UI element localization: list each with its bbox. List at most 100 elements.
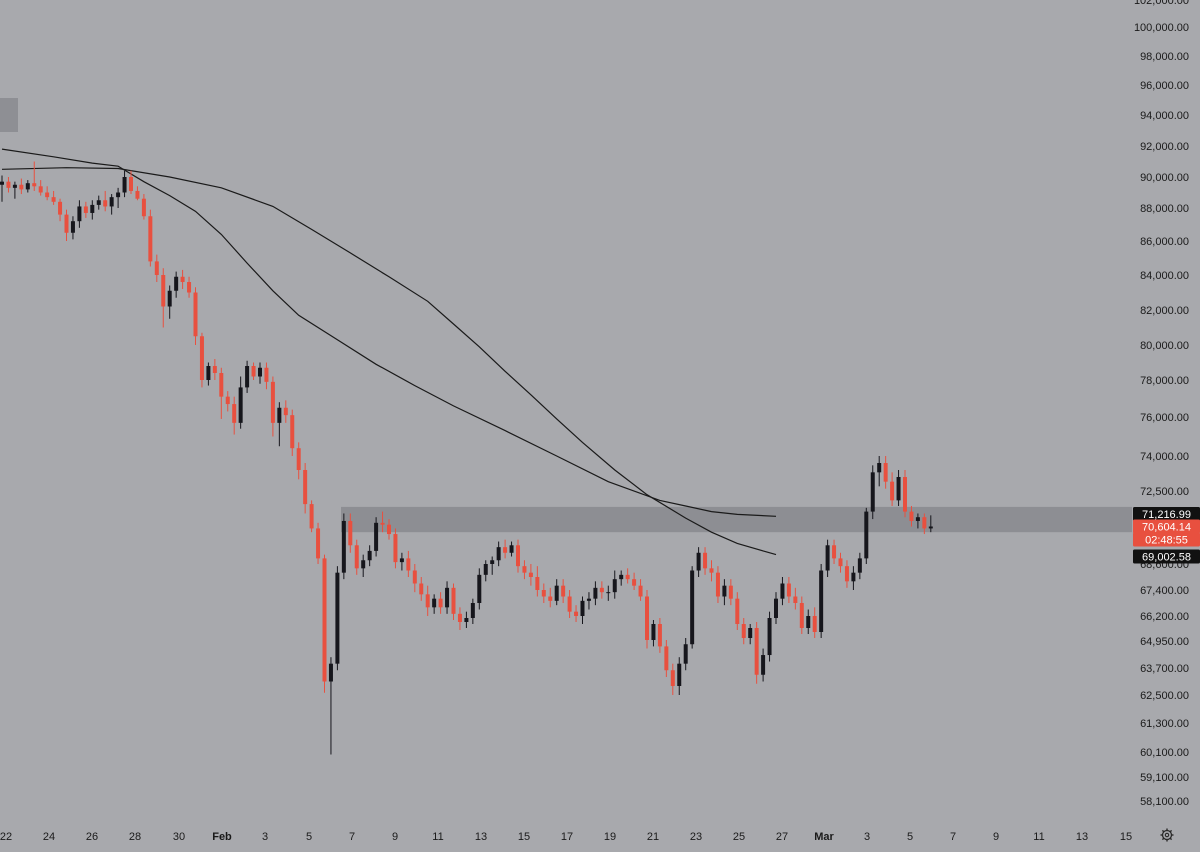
candle[interactable] <box>432 594 437 614</box>
candle[interactable] <box>735 592 740 630</box>
candle[interactable] <box>864 507 869 564</box>
candle[interactable] <box>135 186 140 201</box>
candle[interactable] <box>767 611 772 662</box>
candle[interactable] <box>754 622 759 684</box>
candle[interactable] <box>335 566 340 671</box>
candle[interactable] <box>928 515 933 533</box>
candle[interactable] <box>32 161 37 191</box>
candle[interactable] <box>438 592 443 614</box>
candle[interactable] <box>393 528 398 569</box>
candle[interactable] <box>657 618 662 653</box>
gear-icon[interactable] <box>1160 828 1174 842</box>
candle[interactable] <box>199 332 204 388</box>
candle[interactable] <box>580 596 585 625</box>
candle[interactable] <box>780 577 785 606</box>
candle[interactable] <box>851 566 856 590</box>
candle[interactable] <box>412 564 417 593</box>
candle[interactable] <box>522 560 527 580</box>
candle[interactable] <box>483 560 488 582</box>
candle[interactable] <box>838 552 843 573</box>
candle[interactable] <box>909 505 914 527</box>
candle[interactable] <box>77 200 82 228</box>
candle[interactable] <box>270 376 275 437</box>
candle[interactable] <box>664 640 669 677</box>
candle[interactable] <box>180 269 185 289</box>
candle[interactable] <box>567 590 572 618</box>
candle[interactable] <box>574 605 579 622</box>
candle[interactable] <box>174 271 179 298</box>
candle[interactable] <box>464 611 469 628</box>
candle[interactable] <box>832 539 837 564</box>
candle[interactable] <box>103 190 108 212</box>
candle[interactable] <box>774 592 778 624</box>
candle[interactable] <box>690 566 695 649</box>
candle[interactable] <box>509 541 514 557</box>
candle[interactable] <box>425 585 430 616</box>
candle[interactable] <box>793 587 798 610</box>
candle[interactable] <box>277 402 282 447</box>
candle[interactable] <box>341 513 346 580</box>
candle[interactable] <box>625 568 630 584</box>
candle[interactable] <box>212 359 217 380</box>
candle[interactable] <box>238 376 243 429</box>
candle[interactable] <box>709 560 714 582</box>
candle[interactable] <box>64 209 69 241</box>
candle[interactable] <box>328 657 333 755</box>
candle[interactable] <box>470 598 475 624</box>
candle[interactable] <box>354 539 359 575</box>
candle[interactable] <box>883 456 888 489</box>
candle[interactable] <box>612 570 617 599</box>
candle[interactable] <box>748 624 753 645</box>
candle[interactable] <box>251 362 256 381</box>
candle[interactable] <box>677 657 682 695</box>
candle[interactable] <box>206 362 211 386</box>
candle[interactable] <box>535 566 540 597</box>
candle[interactable] <box>296 442 301 480</box>
candle[interactable] <box>619 570 624 586</box>
candle[interactable] <box>896 470 901 506</box>
candle[interactable] <box>122 170 127 198</box>
candle[interactable] <box>154 254 159 282</box>
candle[interactable] <box>374 517 379 557</box>
candle[interactable] <box>541 583 546 604</box>
candle[interactable] <box>761 648 766 682</box>
candle[interactable] <box>683 638 688 671</box>
candle[interactable] <box>129 170 133 195</box>
candle[interactable] <box>703 547 708 575</box>
candle[interactable] <box>419 577 424 601</box>
candle[interactable] <box>599 581 604 599</box>
candle[interactable] <box>548 587 553 608</box>
candle[interactable] <box>19 178 24 195</box>
candle[interactable] <box>457 607 462 630</box>
candle[interactable] <box>303 463 308 514</box>
candle[interactable] <box>38 180 43 196</box>
candle[interactable] <box>322 554 327 693</box>
candle[interactable] <box>58 198 63 222</box>
candle[interactable] <box>799 596 804 635</box>
candle[interactable] <box>258 362 262 384</box>
candle[interactable] <box>715 566 720 603</box>
candle[interactable] <box>51 190 56 205</box>
candle[interactable] <box>96 195 101 210</box>
candle[interactable] <box>586 592 591 610</box>
candle[interactable] <box>161 268 166 328</box>
candle[interactable] <box>496 541 501 567</box>
candle[interactable] <box>561 579 566 603</box>
candle[interactable] <box>670 663 675 695</box>
candle[interactable] <box>361 554 366 577</box>
candle[interactable] <box>903 470 907 518</box>
candle[interactable] <box>380 511 385 533</box>
candle[interactable] <box>219 367 224 419</box>
candle[interactable] <box>141 194 146 220</box>
candle[interactable] <box>915 513 920 529</box>
candle[interactable] <box>503 539 508 559</box>
candle[interactable] <box>877 456 882 487</box>
candle[interactable] <box>870 465 875 520</box>
candle[interactable] <box>367 545 372 567</box>
candle[interactable] <box>528 564 533 586</box>
candle[interactable] <box>728 579 733 606</box>
candle[interactable] <box>83 201 88 218</box>
time-axis[interactable]: 22 24 26 28 30 Feb 3 5 7 9 11 13 15 17 19 21 23 25 27 Mar 3 5… <box>0 831 1132 843</box>
